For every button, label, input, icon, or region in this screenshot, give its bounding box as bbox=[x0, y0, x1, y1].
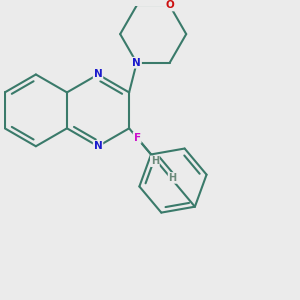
Text: H: H bbox=[169, 173, 177, 183]
Text: N: N bbox=[94, 141, 102, 151]
Text: N: N bbox=[132, 58, 141, 68]
Text: O: O bbox=[165, 1, 174, 10]
Text: F: F bbox=[134, 133, 141, 143]
Text: N: N bbox=[94, 70, 102, 80]
Text: H: H bbox=[151, 156, 159, 166]
